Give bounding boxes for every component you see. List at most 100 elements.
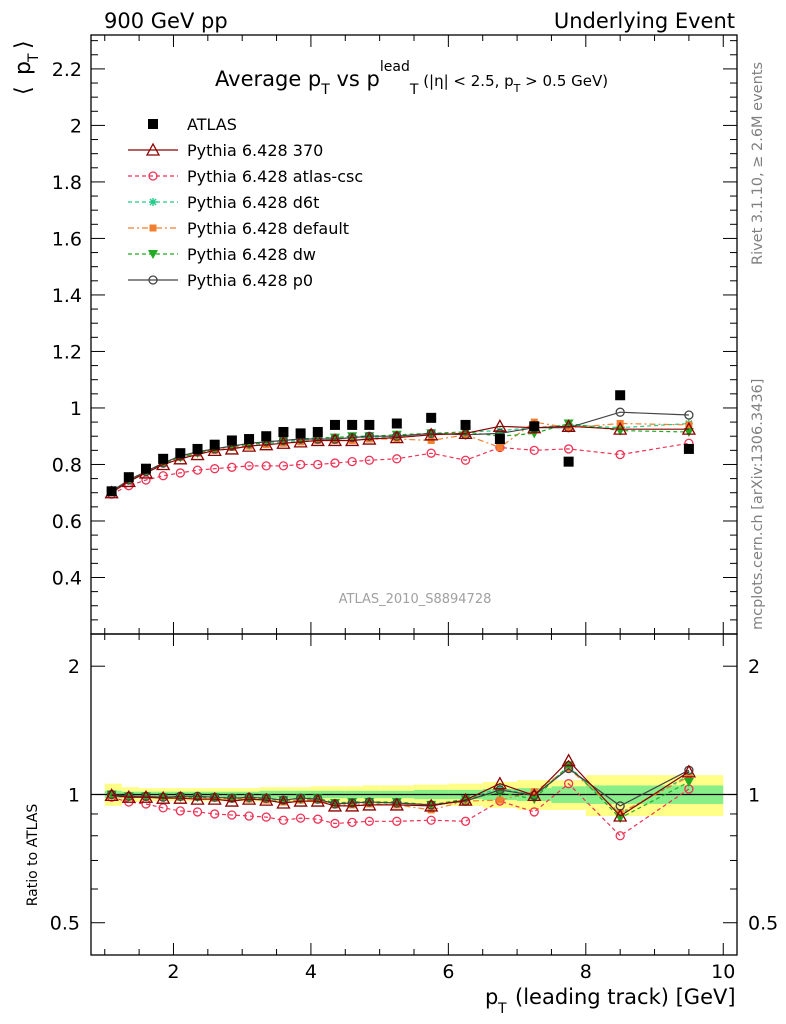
series-line-atlascsc [111,442,689,495]
ratio-point-atlascsc [227,810,237,820]
legend-entry-p370: Pythia 6.428 370 [128,141,323,160]
data-point-p370 [327,433,343,447]
y-tick-label: 2.2 [52,59,82,81]
ratio-y-tick-label-right: 1 [748,784,760,806]
series-atlascsc [106,438,694,499]
data-point-default [496,444,504,452]
y-tick-label: 0.4 [52,567,82,589]
data-point-d6t [495,426,504,435]
ratio-point-atlascsc [158,803,168,813]
ratio-point-atlascsc [192,807,203,817]
ratio-point-atlascsc [347,817,357,828]
ratio-point-atlascsc [313,814,323,824]
data-point-ATLAS [175,448,186,459]
ratio-point-p370 [156,790,171,804]
ratio-y-tick-label-right: 2 [748,656,760,678]
y-tick-label: 1.4 [52,285,82,307]
data-point-ATLAS [347,419,358,430]
ratio-point-p370 [121,789,136,803]
y-tick-label: 0.6 [52,511,82,533]
ratio-point-p370 [458,792,473,806]
data-point-atlascsc [563,444,574,454]
ratio-point-p0 [563,763,574,774]
ratio-point-atlascsc [175,806,185,816]
ratio-y-axis-label: Ratio to ATLAS [25,804,41,907]
y-tick-label: 2 [70,115,82,137]
data-point-atlascsc [295,459,306,470]
data-point-ATLAS [295,428,306,439]
ratio-point-p370 [259,792,274,806]
ratio-point-atlascsc [244,811,254,821]
ratio-point-p370 [173,790,188,804]
ratio-point-atlascsc [330,818,340,829]
ratio-point-dw [683,777,694,787]
data-point-p370 [173,451,188,465]
legend-label: Pythia 6.428 p0 [187,271,313,290]
data-point-atlascsc [175,468,185,478]
data-point-default [685,421,693,429]
ratio-point-atlascsc [278,815,289,825]
ratio-point-default [496,796,504,804]
data-point-p370 [207,442,222,456]
data-point-atlascsc [426,448,436,458]
legend-entry-dw: Pythia 6.428 dw [128,245,316,264]
legend-entry-p0: Pythia 6.428 p0 [128,271,313,290]
ratio-point-p370 [241,791,257,805]
data-point-p370 [224,441,239,455]
data-point-ATLAS [364,419,375,430]
ratio-y-tick-label: 1 [68,784,80,806]
y-tick-label: 1.2 [52,341,82,363]
data-point-p370 [613,421,628,435]
data-point-ATLAS [329,419,340,430]
plot-title: Average pT vs pleadT (|η| < 2.5, pT > 0.… [215,59,608,98]
ratio-point-atlascsc [615,831,625,841]
data-point-ATLAS [494,434,505,445]
legend-marker [145,142,161,156]
y-tick-label: 1.6 [52,228,82,250]
rivet-label: Rivet 3.1.10, ≥ 2.6M events [750,62,766,265]
ratio-point-p370 [276,795,291,809]
data-point-p370 [561,418,576,432]
data-point-ATLAS [529,421,540,432]
ratio-point-p370 [424,798,439,812]
data-point-ATLAS [140,463,151,474]
data-point-dw [683,427,694,437]
svg-text:T: T [497,1001,507,1017]
data-point-ATLAS [244,434,255,445]
data-point-ATLAS [192,443,203,454]
data-point-p0 [615,407,625,417]
ratio-point-atlascsc [529,807,539,817]
svg-text:T: T [26,53,42,63]
data-point-ATLAS [391,418,402,429]
data-point-p370 [190,447,205,461]
data-point-atlascsc [227,462,237,472]
series-line-p370 [111,425,689,494]
ratio-point-dw [192,793,203,803]
data-point-atlascsc [244,461,254,471]
data-point-atlascsc [460,455,471,465]
data-point-atlascsc [210,464,220,474]
ratio-point-p370 [681,764,696,778]
svg-text:⟩: ⟩ [11,40,36,49]
data-point-ATLAS [615,390,626,401]
x-tick-label: 2 [167,961,179,983]
data-point-atlascsc [330,458,340,468]
data-point-p370 [681,421,696,435]
ratio-point-atlascsc [460,816,471,826]
legend-marker [149,224,157,232]
legend-marker [148,250,158,259]
ratio-y-tick-label: 0.5 [50,913,80,935]
data-point-ATLAS [106,486,117,497]
legend-entry-ATLAS: ATLAS [148,115,237,134]
ratio-point-p370 [293,793,308,807]
data-point-p370 [293,434,308,448]
data-point-ATLAS [158,453,169,464]
svg-text:⟨: ⟨ [11,86,36,95]
ratio-point-p370 [492,776,507,790]
x-tick-label: 8 [580,961,592,983]
main-y-axis-label: ⟨ p T ⟩ [11,40,42,95]
ratio-point-atlascsc [364,816,374,826]
data-point-p370 [310,433,325,447]
legend-label: Pythia 6.428 dw [187,245,316,264]
svg-text:p: p [485,985,498,1009]
